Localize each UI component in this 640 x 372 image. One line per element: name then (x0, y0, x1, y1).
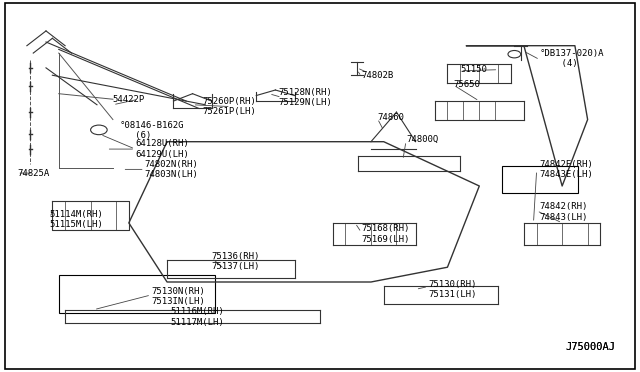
Text: 74842E(RH)
74843E(LH): 74842E(RH) 74843E(LH) (540, 160, 593, 179)
Text: 64128U(RH)
64129U(LH): 64128U(RH) 64129U(LH) (135, 140, 189, 159)
Text: °DB137-020)A
    (4): °DB137-020)A (4) (540, 49, 604, 68)
Text: 75650: 75650 (454, 80, 481, 89)
Text: 75130(RH)
75131(LH): 75130(RH) 75131(LH) (428, 280, 477, 299)
Text: 54422P: 54422P (113, 95, 145, 104)
Text: 74842(RH)
74843(LH): 74842(RH) 74843(LH) (540, 202, 588, 222)
Text: J75000AJ: J75000AJ (565, 341, 615, 352)
Bar (59, 275, 215, 313)
Bar (502, 166, 578, 193)
Text: 74860: 74860 (378, 113, 404, 122)
Text: J75000AJ: J75000AJ (565, 341, 615, 352)
Text: 51150: 51150 (460, 65, 487, 74)
Text: 51116M(RH)
51117M(LH): 51116M(RH) 51117M(LH) (170, 307, 224, 327)
Text: 75168(RH)
75169(LH): 75168(RH) 75169(LH) (362, 224, 410, 244)
Text: 74802B: 74802B (362, 71, 394, 80)
Text: 75136(RH)
75137(LH): 75136(RH) 75137(LH) (212, 252, 260, 272)
Text: 74825A: 74825A (17, 169, 49, 177)
Text: 75260P(RH)
75261P(LH): 75260P(RH) 75261P(LH) (202, 97, 256, 116)
Text: 51114M(RH)
51115M(LH): 51114M(RH) 51115M(LH) (49, 209, 103, 229)
Text: °08146-B162G
   (6): °08146-B162G (6) (119, 121, 184, 140)
Text: 75130N(RH)
7513IN(LH): 75130N(RH) 7513IN(LH) (151, 287, 205, 307)
Text: 74800Q: 74800Q (406, 135, 438, 144)
Text: 75128N(RH)
75129N(LH): 75128N(RH) 75129N(LH) (278, 88, 332, 107)
Text: 74802N(RH)
74803N(LH): 74802N(RH) 74803N(LH) (145, 160, 198, 179)
